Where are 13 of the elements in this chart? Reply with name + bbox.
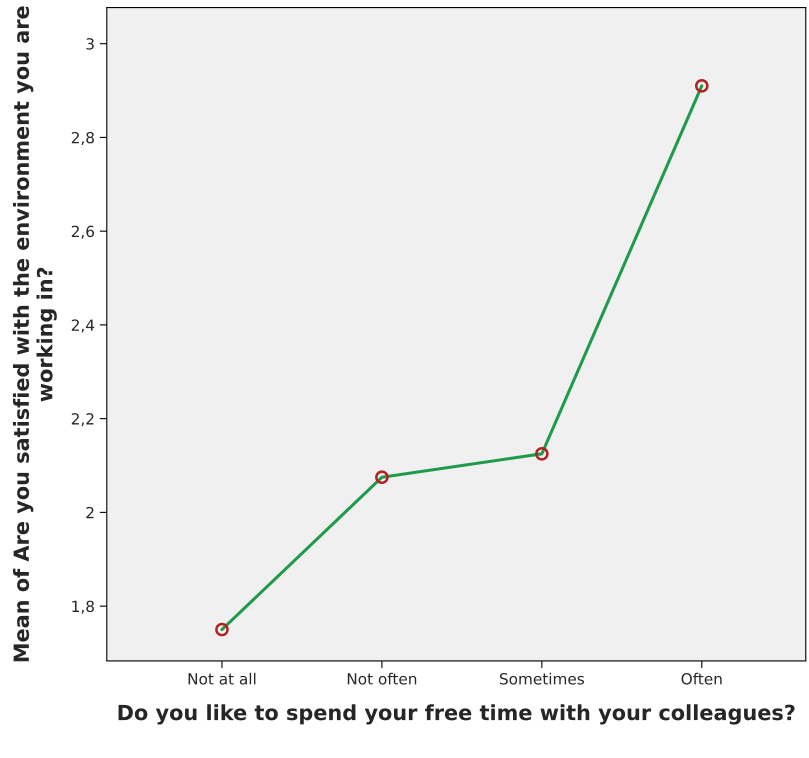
x-tick-label: Not often (348, 672, 416, 685)
y-axis-title: Mean of Are you satisfied with the environment you are working in? (12, 6, 57, 662)
y-tick-label: 2,8 (72, 132, 94, 145)
x-tick-label: Often (682, 672, 722, 685)
y-tick-label: 2,2 (72, 413, 94, 426)
y-tick-label: 1,8 (72, 600, 94, 614)
x-tick-label: Not at all (188, 672, 256, 685)
y-tick-label: 2,4 (72, 319, 94, 332)
y-tick-label: 3 (86, 38, 94, 50)
y-tick-label: 2 (86, 506, 94, 518)
x-tick-label: Sometimes (500, 672, 584, 685)
y-tick-label: 2,6 (72, 226, 94, 239)
x-axis-title: Do you like to spend your free time with your colleagues? (118, 704, 795, 725)
